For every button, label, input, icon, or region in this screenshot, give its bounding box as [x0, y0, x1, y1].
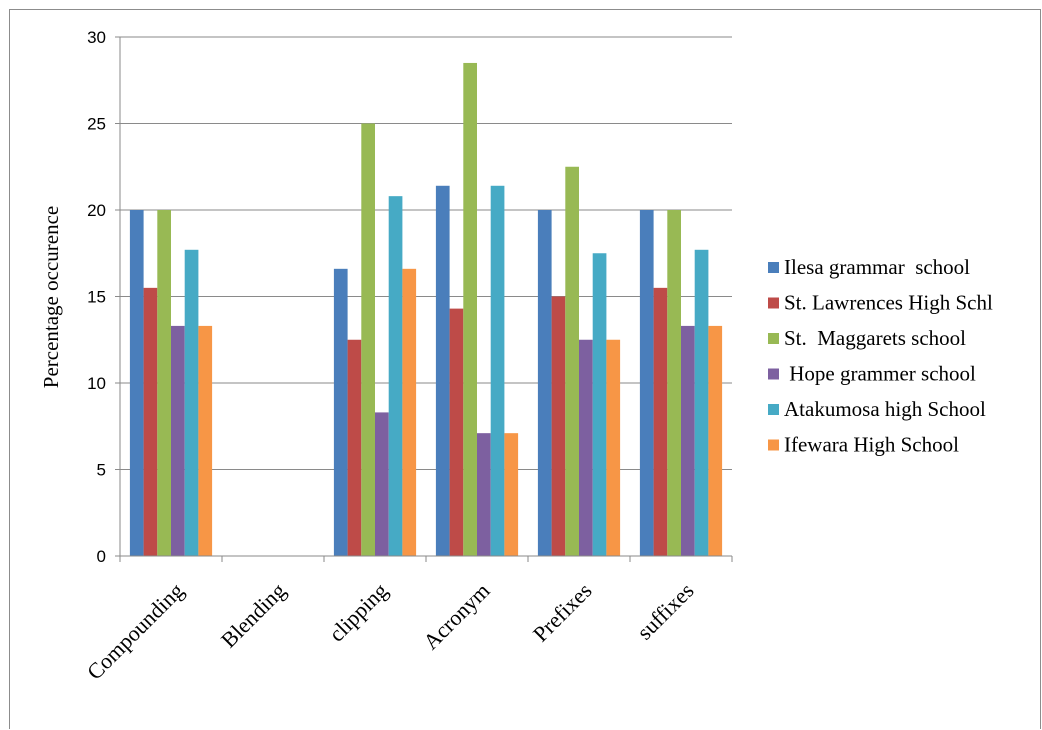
bar-compounding-series-5: [184, 249, 199, 557]
y-tick-labels: 0 5 10 15 20 25 30: [87, 28, 106, 566]
y-axis-title: Percentage occurence: [39, 206, 63, 388]
bar-suffixes-series-5: [694, 249, 709, 557]
x-category-label: Compounding: [82, 578, 189, 685]
bar-prefixes-series-4: [579, 339, 593, 556]
legend: Ilesa grammar school St. Lawrences High S…: [768, 255, 993, 457]
legend-swatch: [768, 297, 779, 309]
bar-acronym-series-2: [449, 308, 464, 556]
bar-clipping-series-2: [347, 339, 362, 556]
bar-prefixes-series-5: [592, 253, 607, 556]
legend-swatch: [768, 262, 779, 273]
bar-prefixes-series-6: [606, 339, 621, 556]
bar-compounding-series-6: [198, 325, 213, 556]
bar-compounding-series-2: [143, 287, 158, 556]
y-tick-label: 5: [97, 461, 106, 480]
bars: [129, 62, 723, 557]
gridlines: [115, 36, 732, 557]
bar-suffixes-series-6: [708, 325, 723, 556]
bar-compounding-series-3: [157, 210, 171, 556]
x-category-label: suffixes: [632, 578, 699, 645]
x-category-label: clipping: [324, 578, 393, 647]
x-category-label: Blending: [216, 578, 291, 653]
axes: [119, 37, 733, 562]
legend-swatch: [768, 333, 779, 344]
y-tick-label: 10: [87, 374, 106, 393]
bar-suffixes-series-2: [653, 287, 668, 556]
bar-suffixes-series-1: [639, 210, 654, 556]
legend-swatch: [768, 439, 779, 451]
y-tick-label: 30: [87, 28, 106, 47]
legend-label: Hope grammer school: [784, 362, 976, 386]
bar-clipping-series-4: [375, 412, 389, 556]
y-tick-label: 25: [87, 115, 106, 134]
y-tick-label: 15: [87, 288, 106, 307]
legend-swatch: [768, 404, 779, 415]
x-category-label: Prefixes: [528, 578, 597, 647]
bar-compounding-series-4: [171, 325, 185, 556]
bar-acronym-series-3: [463, 62, 477, 556]
bar-acronym-series-1: [435, 185, 450, 556]
legend-label: Ifewara High School: [784, 433, 959, 457]
bar-clipping-series-1: [333, 268, 348, 556]
y-tick-label: 20: [87, 201, 106, 220]
bar-suffixes-series-4: [681, 325, 695, 556]
bar-compounding-series-1: [129, 210, 144, 556]
bar-prefixes-series-3: [565, 166, 579, 556]
legend-label: Ilesa grammar school: [784, 255, 970, 279]
x-category-label: Acronym: [418, 578, 494, 654]
legend-label: St. Maggarets school: [784, 326, 966, 350]
legend-label: Atakumosa high School: [784, 397, 986, 421]
bar-prefixes-series-2: [551, 296, 566, 556]
bar-acronym-series-5: [490, 185, 505, 556]
legend-swatch: [768, 368, 779, 380]
bar-prefixes-series-1: [537, 210, 552, 556]
bar-clipping-series-6: [402, 268, 417, 556]
bar-clipping-series-5: [388, 196, 403, 556]
legend-label: St. Lawrences High Schl: [784, 291, 993, 315]
y-tick-label: 0: [97, 547, 106, 566]
bar-acronym-series-6: [504, 433, 519, 556]
chart-frame: [9, 9, 1041, 729]
bar-clipping-series-3: [361, 123, 375, 556]
bar-acronym-series-4: [477, 433, 491, 556]
bar-suffixes-series-3: [667, 210, 681, 556]
x-category-labels: Compounding Blending clipping Acronym Prefix…: [82, 578, 699, 685]
